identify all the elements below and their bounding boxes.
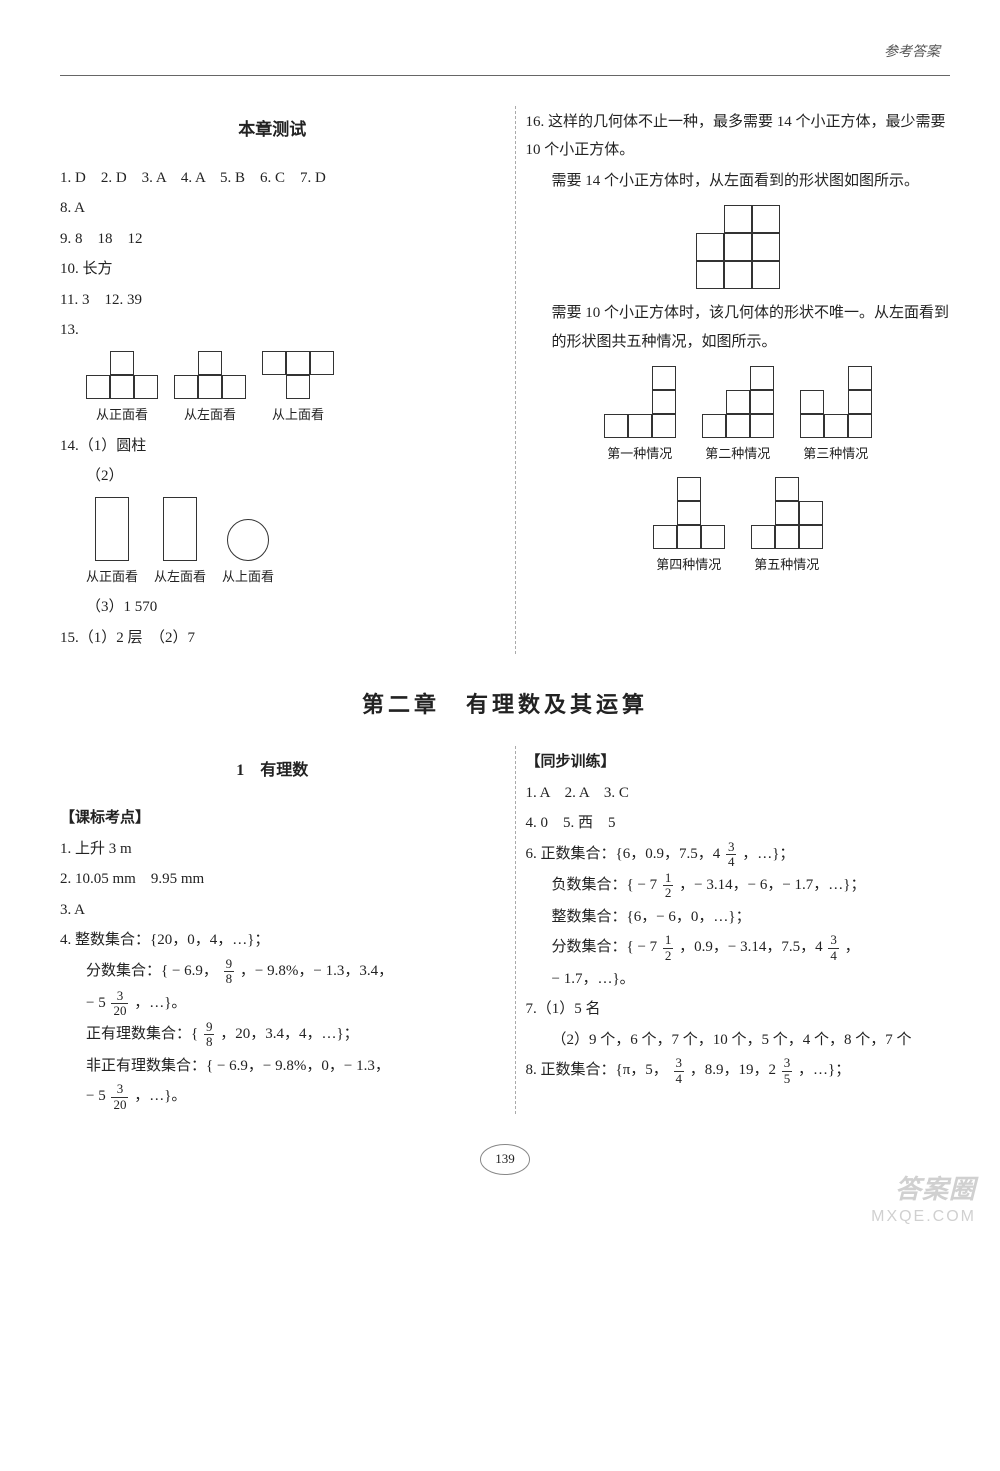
text-line: 10. 长方 <box>60 255 485 284</box>
section-title: 1 有理数 <box>60 756 485 786</box>
text-line: 4. 0 5. 西 5 <box>526 809 951 838</box>
text-line: 8. A <box>60 194 485 223</box>
t: − 5 <box>86 1088 109 1104</box>
t: 6. 正数集合：{6，0.9，7.5，4 <box>526 846 724 862</box>
upper-left-col: 本章测试 1. D 2. D 3. A 4. A 5. B 6. C 7. D … <box>60 106 495 655</box>
t: ，…}； <box>798 1063 850 1079</box>
text-line: 8. 正数集合：{π，5， 34 ，8.9，19，2 35 ，…}； <box>526 1056 951 1086</box>
text-line: 非正有理数集合：{ − 6.9，− 9.8%，0，− 1.3， <box>60 1052 485 1081</box>
case-shape: 第五种情况 <box>751 477 823 578</box>
text-line: − 5 320 ，…}。 <box>60 1082 485 1112</box>
text-line: 9. 8 18 12 <box>60 225 485 254</box>
view-shape: 从左面看 <box>154 497 206 590</box>
page-number: 139 <box>60 1144 950 1175</box>
text-line: 负数集合：{ − 7 12 ，− 3.14，− 6，− 1.7，…}； <box>526 871 951 901</box>
fraction: 35 <box>782 1056 793 1086</box>
view-shape: 从上面看 <box>262 351 334 428</box>
shape14-container <box>526 205 951 289</box>
lower-left-col: 1 有理数 【课标考点】 1. 上升 3 m 2. 10.05 mm 9.95 … <box>60 746 495 1114</box>
q14-views: 从正面看从左面看从上面看 <box>86 497 485 590</box>
fraction: 34 <box>674 1056 685 1086</box>
fraction: 34 <box>828 933 839 963</box>
t: 分数集合：{ − 6.9， <box>86 963 218 979</box>
text-line: 分数集合：{ − 6.9， 98 ，− 9.8%，− 1.3，3.4， <box>60 957 485 987</box>
upper-section: 本章测试 1. D 2. D 3. A 4. A 5. B 6. C 7. D … <box>60 106 950 655</box>
t: ，− 3.14，− 6，− 1.7，…}； <box>679 877 865 893</box>
text-line: 3. A <box>60 896 485 925</box>
text-line: （3）1 570 <box>60 593 485 622</box>
t: 8. 正数集合：{π，5， <box>526 1063 668 1079</box>
text-line: 整数集合：{6，− 6，0，…}； <box>526 903 951 932</box>
t: ，…}。 <box>134 995 186 1011</box>
view-shape: 从正面看 <box>86 497 138 590</box>
fraction: 34 <box>726 840 737 870</box>
fraction: 98 <box>224 957 235 987</box>
chapter-title: 第二章 有理数及其运算 <box>60 684 950 726</box>
fraction: 12 <box>663 871 674 901</box>
t: ，0.9，− 3.14，7.5，4 <box>679 939 826 955</box>
text-line: 分数集合：{ − 7 12 ，0.9，− 3.14，7.5，4 34 ， <box>526 933 951 963</box>
t: ，− 9.8%，− 1.3，3.4， <box>240 963 393 979</box>
t: ，8.9，19，2 <box>690 1063 780 1079</box>
text-line: （2） <box>60 462 485 491</box>
text-line: 需要 10 个小正方体时，该几何体的形状不唯一。从左面看到的形状图共五种情况，如… <box>526 299 951 356</box>
cases-row-1: 第一种情况第二种情况第三种情况 <box>526 366 951 467</box>
text-line: 2. 10.05 mm 9.95 mm <box>60 865 485 894</box>
sub-heading: 【同步训练】 <box>526 748 951 777</box>
q13-views: 从正面看从左面看从上面看 <box>86 351 485 428</box>
view-shape: 从上面看 <box>222 519 274 590</box>
t: 正有理数集合：{ <box>86 1026 198 1042</box>
fraction: 320 <box>111 989 128 1019</box>
chapter-test-title: 本章测试 <box>60 114 485 146</box>
text-line: 1. D 2. D 3. A 4. A 5. B 6. C 7. D <box>60 164 485 193</box>
t: ，20，3.4，4，…}； <box>220 1026 358 1042</box>
text-line: 1. 上升 3 m <box>60 835 485 864</box>
case-shape: 第四种情况 <box>653 477 725 578</box>
t: ，…}。 <box>134 1088 186 1104</box>
text-line: 需要 14 个小正方体时，从左面看到的形状图如图所示。 <box>526 167 951 196</box>
text-line: （2）9 个，6 个，7 个，10 个，5 个，4 个，8 个，7 个 <box>526 1026 951 1055</box>
upper-right-col: 16. 这样的几何体不止一种，最多需要 14 个小正方体，最少需要 10 个小正… <box>515 106 951 655</box>
case-shape: 第三种情况 <box>800 366 872 467</box>
case-shape: 第一种情况 <box>604 366 676 467</box>
text-line: 14.（1）圆柱 <box>60 432 485 461</box>
t: 负数集合：{ − 7 <box>552 877 661 893</box>
fraction: 12 <box>663 933 674 963</box>
view-shape: 从左面看 <box>174 351 246 428</box>
case-shape: 第二种情况 <box>702 366 774 467</box>
text-line: 正有理数集合：{ 98 ，20，3.4，4，…}； <box>60 1020 485 1050</box>
text-line: 11. 3 12. 39 <box>60 286 485 315</box>
t: − 5 <box>86 995 109 1011</box>
text-line: 4. 整数集合：{20，0，4，…}； <box>60 926 485 955</box>
text-line: − 1.7，…}。 <box>526 965 951 994</box>
t: ， <box>845 939 860 955</box>
t: 分数集合：{ − 7 <box>552 939 661 955</box>
view-shape: 从正面看 <box>86 351 158 428</box>
fraction: 98 <box>204 1020 215 1050</box>
cases-row-2: 第四种情况第五种情况 <box>526 477 951 578</box>
text-line: 1. A 2. A 3. C <box>526 779 951 808</box>
page-header: 参考答案 <box>60 40 950 67</box>
text-line: 13. <box>60 316 485 345</box>
lower-right-col: 【同步训练】 1. A 2. A 3. C 4. 0 5. 西 5 6. 正数集… <box>515 746 951 1114</box>
text-line: 6. 正数集合：{6，0.9，7.5，4 34 ，…}； <box>526 840 951 870</box>
lower-section: 1 有理数 【课标考点】 1. 上升 3 m 2. 10.05 mm 9.95 … <box>60 746 950 1114</box>
fraction: 320 <box>111 1082 128 1112</box>
text-line: 15.（1）2 层 （2）7 <box>60 624 485 653</box>
watermark-sub: MXQE.COM <box>871 1202 976 1232</box>
t: ，…}； <box>742 846 794 862</box>
text-line: 16. 这样的几何体不止一种，最多需要 14 个小正方体，最少需要 10 个小正… <box>526 108 951 165</box>
text-line: − 5 320 ，…}。 <box>60 989 485 1019</box>
header-divider <box>60 75 950 76</box>
sub-heading: 【课标考点】 <box>60 804 485 833</box>
block-shape <box>696 205 780 289</box>
text-line: 7.（1）5 名 <box>526 995 951 1024</box>
